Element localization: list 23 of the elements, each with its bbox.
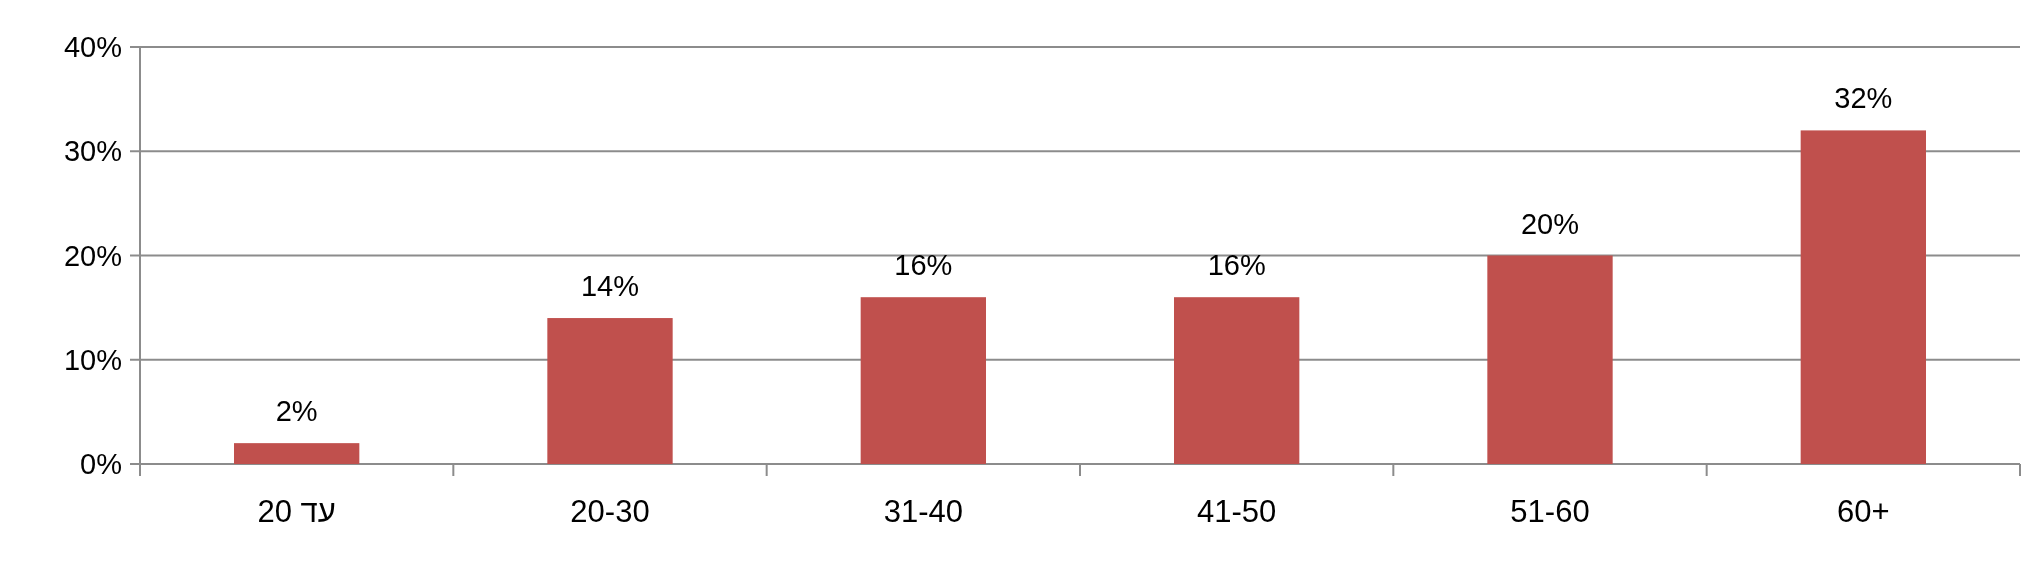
data-label: 20% [1520, 207, 1580, 240]
data-label: 16% [1207, 249, 1266, 282]
bar [234, 443, 360, 464]
data-label: 16% [894, 249, 953, 282]
y-tick-label: 0% [80, 448, 122, 480]
y-tick-label: 40% [63, 31, 122, 63]
x-tick-label: 20-30 [570, 494, 650, 529]
bar [1487, 255, 1613, 464]
x-tick-label: עד 20 [257, 494, 336, 529]
y-tick-label: 30% [63, 135, 122, 168]
bar [1800, 130, 1926, 464]
x-tick-label: 31-40 [883, 494, 963, 529]
x-tick-label: 51-60 [1510, 494, 1590, 529]
x-tick-label: 41-50 [1197, 494, 1277, 529]
x-tick-label: 60+ [1837, 494, 1890, 529]
data-label: 32% [1834, 82, 1893, 115]
data-label: 2% [275, 395, 318, 428]
bar [547, 318, 673, 464]
y-tick-label: 20% [63, 239, 122, 272]
y-tick-label: 10% [63, 343, 122, 376]
bar [1174, 297, 1300, 464]
data-label: 14% [580, 270, 640, 303]
bar [860, 297, 986, 464]
